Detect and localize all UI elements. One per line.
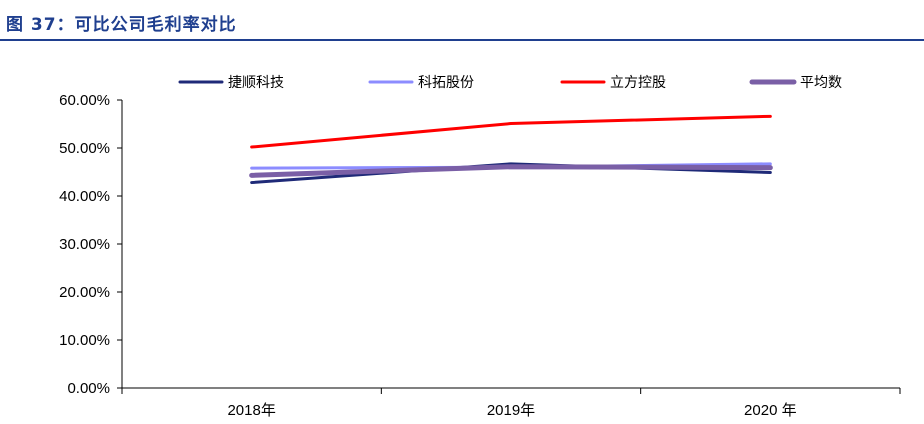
legend: 捷顺科技 科拓股份 立方控股 平均数 xyxy=(178,75,842,91)
series-line-3 xyxy=(250,114,772,149)
legend-label-3: 立方控股 xyxy=(610,75,666,91)
x-tick-label: 2019年 xyxy=(487,402,535,419)
y-tick-label: 0.00% xyxy=(67,380,110,397)
y-tick-label: 60.00% xyxy=(59,92,110,109)
legend-label-2: 科拓股份 xyxy=(418,75,474,91)
y-tick-label: 30.00% xyxy=(59,236,110,253)
x-tick-label: 2020 年 xyxy=(744,402,797,419)
y-tick-label: 40.00% xyxy=(59,188,110,205)
x-tick-label: 2018年 xyxy=(227,402,275,419)
legend-label-1: 捷顺科技 xyxy=(228,75,284,91)
y-tick-label: 10.00% xyxy=(59,332,110,349)
legend-label-4: 平均数 xyxy=(800,75,842,91)
title-rule xyxy=(0,39,924,41)
series-line-4 xyxy=(249,164,773,178)
y-tick-label: 50.00% xyxy=(59,140,110,157)
series-layer xyxy=(249,114,773,185)
figure-title: 图 37：可比公司毛利率对比 xyxy=(6,15,237,35)
axes: 0.00% 10.00% 20.00% 30.00% 40.00% 50.00% 60.00… xyxy=(59,92,901,419)
figure-header: 图 37：可比公司毛利率对比 xyxy=(0,0,924,44)
y-tick-label: 20.00% xyxy=(59,284,110,301)
